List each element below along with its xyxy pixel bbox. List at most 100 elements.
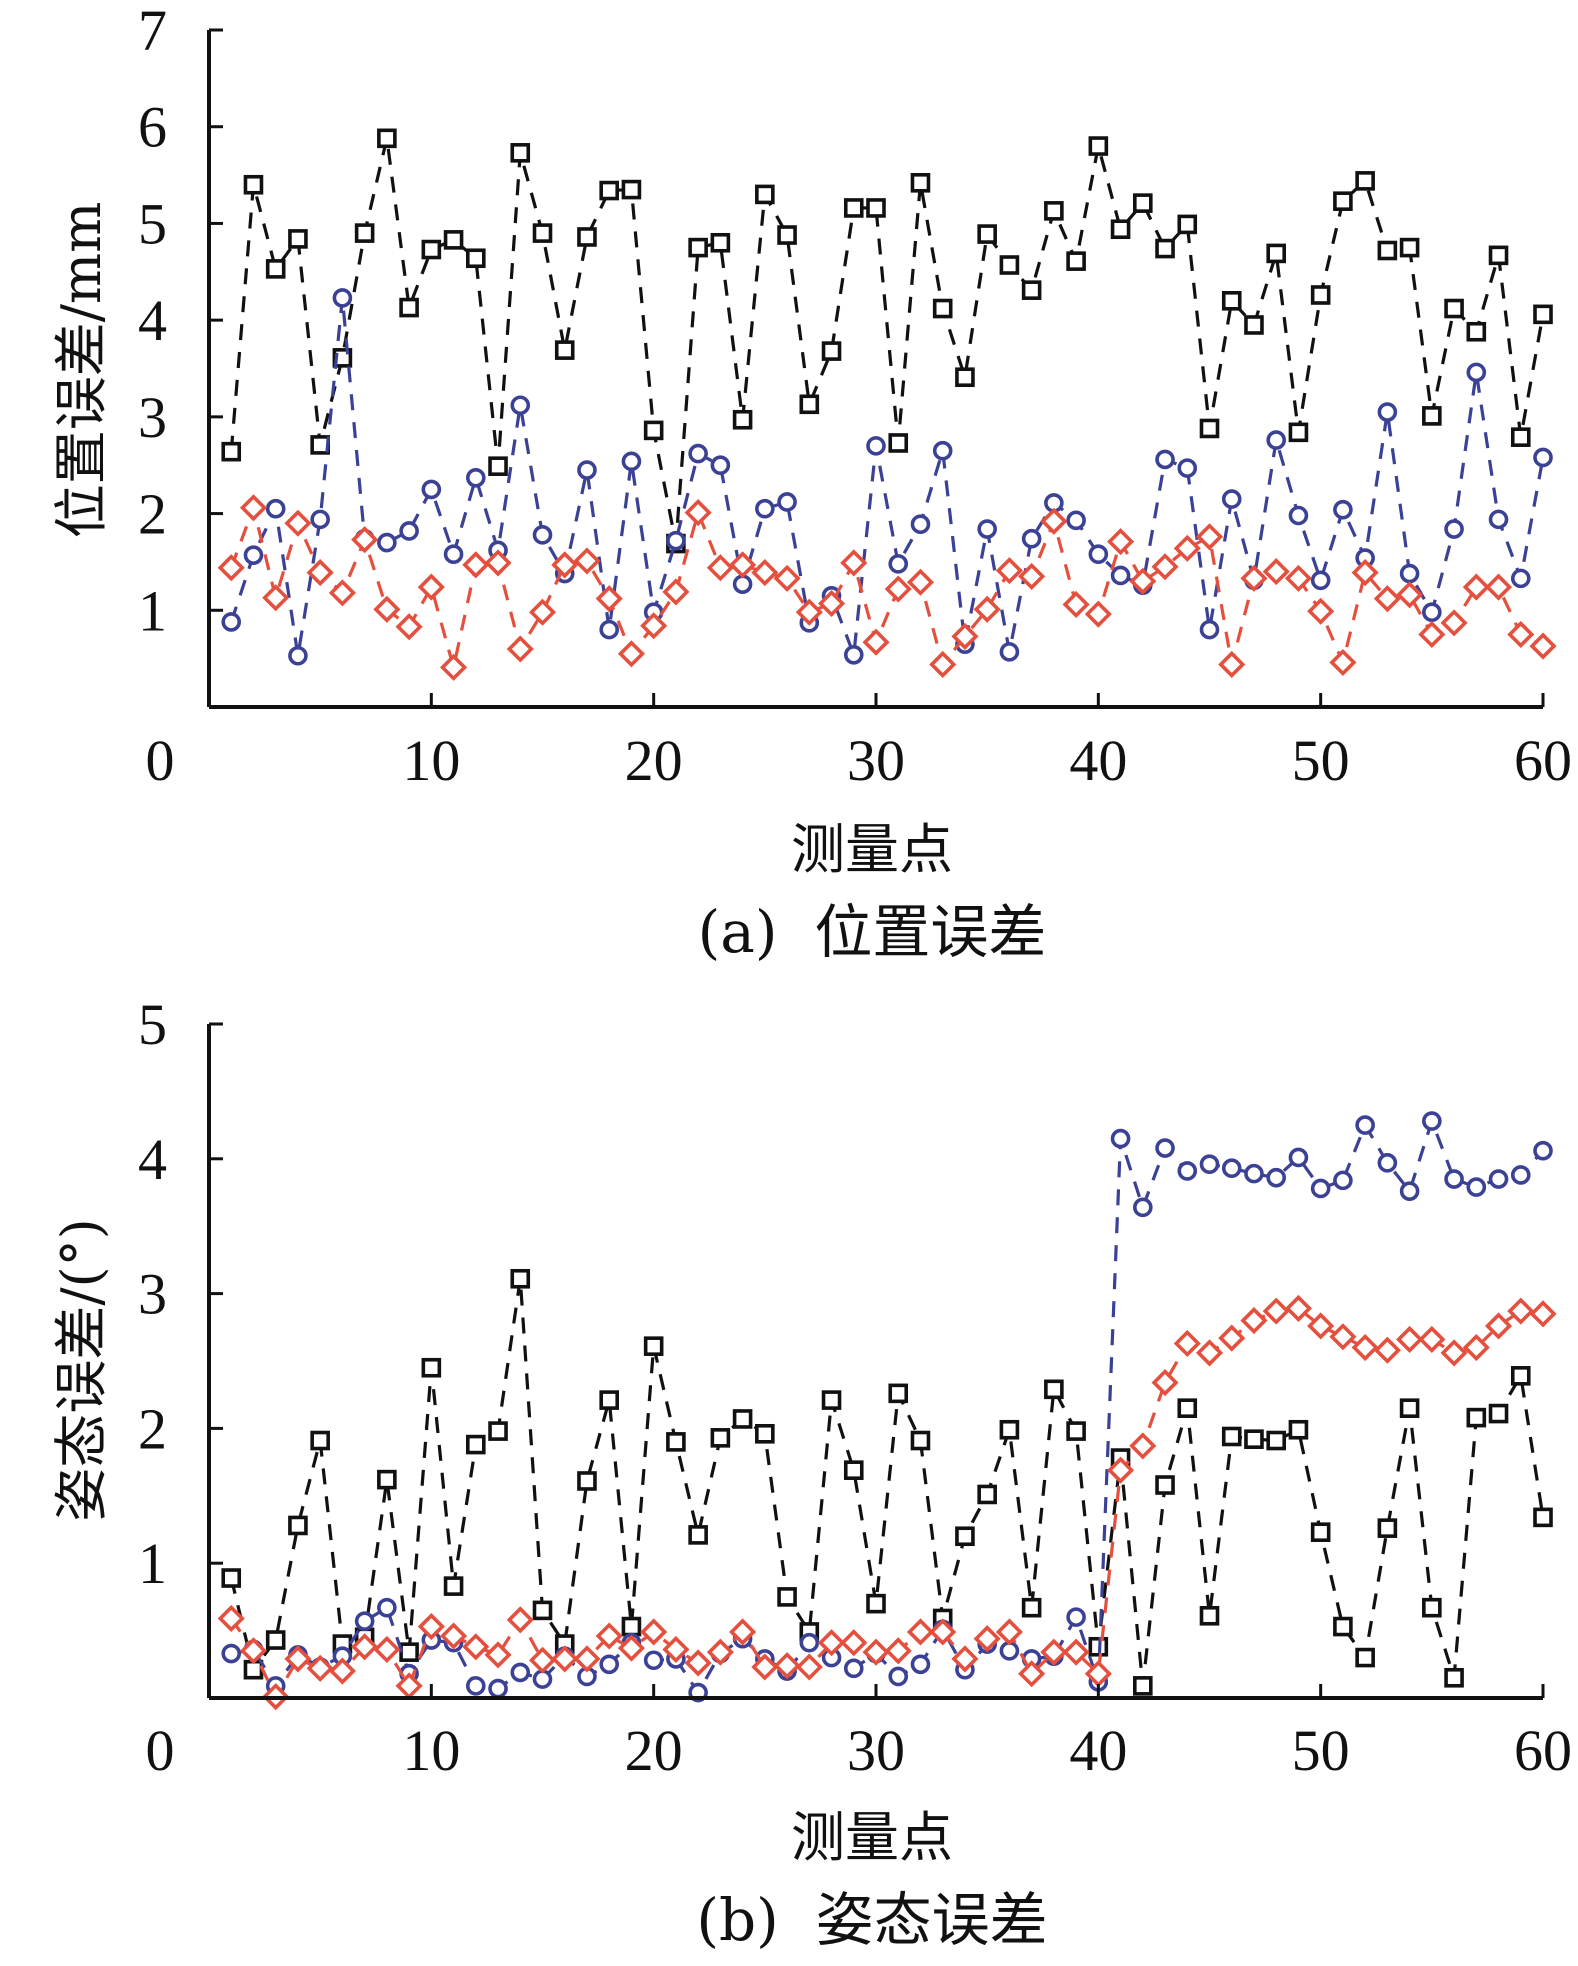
data-point bbox=[640, 612, 668, 640]
data-point bbox=[1488, 245, 1509, 266]
data-point bbox=[1310, 285, 1331, 305]
data-point bbox=[265, 1630, 286, 1650]
data-point bbox=[306, 1654, 334, 1682]
plot-area bbox=[217, 1111, 1557, 1711]
data-point bbox=[732, 1409, 753, 1429]
data-point bbox=[643, 1336, 664, 1356]
data-point bbox=[1110, 219, 1131, 240]
data-point bbox=[599, 1390, 620, 1410]
x-tick-label: 30 bbox=[847, 728, 905, 793]
x-axis-title: 测量点 bbox=[791, 818, 953, 881]
series-line bbox=[229, 137, 1545, 544]
data-point bbox=[755, 1423, 775, 1444]
data-point bbox=[595, 1622, 623, 1650]
data-point bbox=[755, 184, 775, 205]
data-point bbox=[1240, 1307, 1268, 1335]
data-point bbox=[551, 551, 579, 579]
data-point bbox=[1199, 1154, 1220, 1174]
data-point bbox=[706, 1638, 734, 1666]
data-point bbox=[377, 1469, 397, 1490]
data-point bbox=[1399, 1181, 1420, 1201]
data-point bbox=[1510, 1366, 1531, 1386]
data-point bbox=[888, 1666, 909, 1687]
data-point bbox=[1329, 1323, 1357, 1351]
data-point bbox=[684, 1649, 712, 1677]
data-point bbox=[1440, 1339, 1468, 1367]
data-point bbox=[1221, 1158, 1242, 1179]
data-point bbox=[1373, 585, 1401, 613]
data-point bbox=[1333, 191, 1353, 211]
data-point bbox=[1173, 1329, 1201, 1358]
x-tick-label: 50 bbox=[1292, 1718, 1350, 1783]
x-tick-label: 60 bbox=[1514, 728, 1572, 793]
data-point bbox=[399, 297, 419, 318]
data-point bbox=[932, 440, 953, 461]
data-point bbox=[662, 578, 690, 606]
data-point bbox=[773, 564, 801, 592]
data-point bbox=[817, 589, 846, 618]
data-point bbox=[421, 479, 442, 500]
data-point bbox=[1199, 619, 1220, 640]
data-point bbox=[884, 575, 912, 603]
data-point bbox=[1151, 553, 1179, 581]
data-point bbox=[1107, 1456, 1135, 1484]
data-point bbox=[599, 180, 620, 201]
data-point bbox=[1466, 1177, 1487, 1197]
data-point bbox=[1021, 1597, 1042, 1618]
y-tick-label: 6 bbox=[138, 95, 167, 160]
data-point bbox=[1355, 1647, 1375, 1668]
data-point bbox=[1444, 519, 1464, 539]
data-point bbox=[688, 1525, 708, 1545]
data-point bbox=[706, 554, 734, 582]
data-point bbox=[288, 229, 308, 249]
data-point bbox=[1218, 650, 1246, 678]
data-point bbox=[910, 173, 931, 193]
data-point bbox=[1529, 1300, 1557, 1328]
x-tick-label: 50 bbox=[1292, 728, 1350, 793]
data-point bbox=[1510, 568, 1531, 589]
data-point bbox=[1488, 509, 1509, 530]
data-point bbox=[1133, 1197, 1153, 1218]
data-point bbox=[1333, 1616, 1353, 1637]
data-point bbox=[1399, 563, 1420, 584]
data-point bbox=[1066, 1421, 1086, 1441]
data-point bbox=[1177, 458, 1198, 478]
data-point bbox=[488, 1421, 508, 1441]
data-point bbox=[510, 1268, 531, 1289]
data-point bbox=[1288, 1147, 1309, 1168]
data-point bbox=[684, 499, 712, 527]
data-point bbox=[1151, 1369, 1179, 1397]
data-point bbox=[1333, 499, 1353, 520]
data-point bbox=[751, 1653, 779, 1681]
data-point bbox=[239, 494, 268, 522]
x-origin-label: 0 bbox=[146, 1718, 175, 1783]
x-tick-label: 10 bbox=[402, 1718, 460, 1783]
y-axis-title: 位置误差/mm bbox=[50, 202, 113, 539]
data-point bbox=[1462, 1333, 1490, 1362]
data-point bbox=[1466, 1407, 1487, 1428]
data-point bbox=[843, 1460, 864, 1480]
data-point bbox=[1533, 1507, 1553, 1528]
data-point bbox=[443, 1576, 464, 1596]
data-point bbox=[640, 1618, 668, 1646]
data-point bbox=[929, 1618, 957, 1646]
data-point bbox=[995, 1618, 1023, 1646]
data-point bbox=[484, 549, 512, 577]
data-point bbox=[1533, 447, 1553, 468]
data-point bbox=[1266, 430, 1286, 450]
data-point bbox=[1440, 609, 1468, 637]
data-point bbox=[373, 595, 401, 623]
data-point bbox=[1533, 304, 1553, 325]
data-point bbox=[354, 1611, 375, 1631]
data-point bbox=[243, 174, 264, 195]
y-tick-label: 4 bbox=[138, 1127, 167, 1192]
data-point bbox=[1396, 581, 1424, 609]
data-point bbox=[417, 573, 445, 601]
caption-b: (b) 姿态误差 bbox=[696, 1886, 1047, 1954]
data-point bbox=[1507, 1297, 1535, 1325]
data-point bbox=[399, 1642, 419, 1662]
data-point bbox=[1266, 1430, 1286, 1451]
data-point bbox=[795, 598, 823, 626]
x-tick-label: 40 bbox=[1069, 728, 1127, 793]
data-point bbox=[1018, 1660, 1046, 1688]
